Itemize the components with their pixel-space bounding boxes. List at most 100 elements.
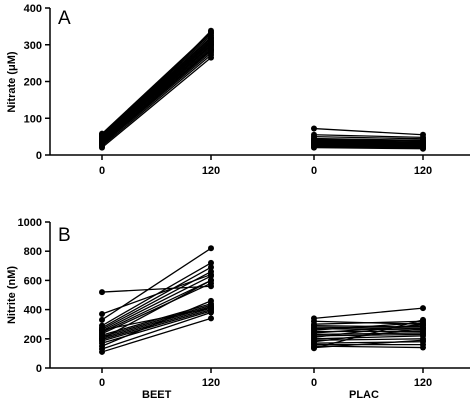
- panel-a-y-tick-label-0: 0: [36, 150, 42, 162]
- panel-b-beet-subject-13-line: [101, 308, 212, 342]
- panel-b-beet-subject-19-line: [101, 279, 212, 340]
- panel-b-plac-subject-14-line: [313, 327, 424, 343]
- panel-a-beet-subject-0-line: [101, 57, 212, 149]
- panel-b-beet-subject-5-point-120: [208, 268, 214, 275]
- panel-b-x-tick-label-2: 0: [311, 377, 317, 389]
- panel-a-plac-subject-19-point-0: [311, 135, 317, 142]
- panel-a-y-tick-label-2: 200: [24, 77, 42, 89]
- panel-a-plac-subject-3-line: [313, 137, 424, 141]
- panel-b-beet-subject-0-point-0: [99, 289, 105, 296]
- panel-a-beet-subject-19-point-0: [99, 139, 105, 146]
- panel-b-plac-subject-18-line: [313, 339, 424, 349]
- panel-b-plac-subject-0-point-120: [420, 305, 426, 312]
- panel-a-plac-subject-19-line: [313, 138, 424, 145]
- panel-b-beet-subject-15-point-120: [208, 297, 214, 304]
- panel-b-plac-subject-19-point-120: [420, 316, 426, 323]
- panel-b-beet-subject-16-line: [101, 311, 212, 350]
- panel-b-y-tick-label-0: 0: [36, 363, 42, 375]
- panel-b-beet-subject-17-line: [101, 317, 212, 353]
- panel-b-plac-subject-17-point-120: [420, 344, 426, 351]
- panel-a-plac-subject-17-line: [313, 147, 424, 150]
- panel-b: B 0 200 400 600 800 1000 0 120 0 120 BEET PLA…: [6, 217, 470, 401]
- panel-a-plac-subject-0-line: [313, 127, 424, 136]
- panel-b-plac-subject-11-point-120: [420, 321, 426, 328]
- panel-a-plac-subject-0-point-0: [311, 125, 317, 132]
- panel-a-letter: A: [58, 8, 71, 29]
- panel-b-plac-subject-0-line: [313, 307, 424, 320]
- panel-b-beet-subject-2-line: [101, 247, 212, 321]
- panel-b-group-label-beet: BEET: [142, 389, 172, 401]
- panel-a-y-ticks: 0 100 200 300 400: [24, 3, 50, 162]
- panel-b-beet-subject-17-point-120: [208, 315, 214, 322]
- panel-a-x-tick-label-3: 120: [414, 165, 432, 177]
- panel-b-y-ticks: 0 200 400 600 800 1000: [18, 217, 50, 375]
- panel-b-beet-subject-7-line: [101, 279, 212, 333]
- panel-a-y-axis-title: Nitrate (μM): [6, 51, 18, 112]
- panel-b-x-ticks: 0 120 0 120: [99, 368, 432, 389]
- panel-b-y-tick-label-1: 200: [24, 334, 42, 346]
- panel-b-beet-subject-4-point-120: [208, 264, 214, 271]
- panel-a-beet-subject-18-line: [101, 44, 212, 146]
- panel-a-plac-subject-12-line: [313, 144, 424, 147]
- panel-a-y-tick-label-4: 400: [24, 3, 42, 15]
- panel-b-beet-subject-19-point-120: [208, 277, 214, 284]
- panel-a-plac-subject-17-point-120: [420, 145, 426, 152]
- panel-b-y-tick-label-4: 800: [24, 246, 42, 258]
- panel-a-x-tick-label-1: 120: [202, 165, 220, 177]
- panel-b-x-tick-label-1: 120: [202, 377, 220, 389]
- panel-b-y-tick-label-2: 400: [24, 305, 42, 317]
- panel-b-y-tick-label-3: 600: [24, 275, 42, 287]
- panel-b-beet-subject-17-point-0: [99, 348, 105, 355]
- panel-a-x-ticks: 0 120 0 120: [99, 155, 432, 177]
- panel-b-plac-subject-19-line: [313, 319, 424, 349]
- panel-a-beet-subject-16-point-0: [99, 130, 105, 137]
- panel-b-plac-subject-18-point-120: [420, 337, 426, 344]
- panel-b-data: [99, 245, 426, 355]
- panel-b-beet-subject-2-point-0: [99, 316, 105, 323]
- panel-b-beet-subject-8-line: [101, 282, 212, 335]
- panel-b-beet-subject-18-line: [101, 307, 212, 331]
- panel-a-plac-subject-2-line: [313, 135, 424, 140]
- panel-a-x-tick-label-2: 0: [311, 165, 317, 177]
- panel-b-letter: B: [58, 225, 71, 246]
- panel-b-plac-subject-4-line: [313, 326, 424, 330]
- panel-a-plac-subject-18-line: [313, 141, 424, 144]
- panel-b-beet-subject-15-line: [101, 300, 212, 347]
- panel-a-y-tick-label-3: 300: [24, 40, 42, 52]
- panel-b-beet-subject-19-point-0: [99, 335, 105, 342]
- panel-b-beet-subject-1-point-0: [99, 310, 105, 317]
- panel-b-beet-subject-14-line: [101, 310, 212, 344]
- panel-a: A 0 100 200 300 400 0 120 0 120 Nitrate (μM): [6, 3, 470, 177]
- panel-a-plac-subject-19-point-120: [420, 140, 426, 147]
- panel-b-beet-subject-6-point-120: [208, 273, 214, 280]
- panel-b-beet-subject-6-line: [101, 275, 212, 332]
- panel-a-plac-subject-18-point-0: [311, 140, 317, 147]
- panel-a-beet-subject-19-point-120: [208, 47, 214, 54]
- panel-b-beet-subject-4-line: [101, 266, 212, 329]
- panel-a-data: [99, 27, 426, 152]
- panel-b-group-label-plac: PLAC: [349, 389, 379, 401]
- panel-b-beet-subject-18-point-120: [208, 305, 214, 312]
- panel-b-y-axis-title: Nitrite (nM): [6, 266, 18, 324]
- panel-b-beet-subject-16-point-120: [208, 309, 214, 316]
- panel-a-y-tick-label-1: 100: [24, 113, 42, 125]
- panel-b-x-tick-label-3: 120: [414, 377, 432, 389]
- panel-a-plac-subject-17-point-0: [311, 144, 317, 151]
- panel-b-beet-subject-18-point-0: [99, 327, 105, 334]
- panel-b-beet-subject-10-line: [101, 304, 212, 338]
- panel-b-plac-subject-19-point-0: [311, 345, 317, 352]
- panel-b-x-tick-label-0: 0: [99, 377, 105, 389]
- panel-a-beet-subject-19-line: [101, 49, 212, 144]
- panel-a-plac-subject-1-line: [313, 134, 424, 139]
- panel-b-plac-subject-12-line: [313, 335, 424, 340]
- panel-a-beet-subject-17-line: [101, 30, 212, 143]
- panel-a-beet-subject-17-point-120: [208, 27, 214, 34]
- panel-b-plac-subject-2-line: [313, 320, 424, 325]
- panel-b-plac-subject-14-point-120: [420, 325, 426, 332]
- panel-a-beet-subject-18-point-120: [208, 41, 214, 48]
- panel-b-beet-subject-0-line: [101, 285, 212, 293]
- panel-b-y-tick-label-5: 1000: [18, 217, 42, 229]
- panel-a-x-tick-label-0: 0: [99, 165, 105, 177]
- panel-b-beet-subject-3-point-120: [208, 259, 214, 266]
- panel-b-beet-subject-3-line: [101, 262, 212, 327]
